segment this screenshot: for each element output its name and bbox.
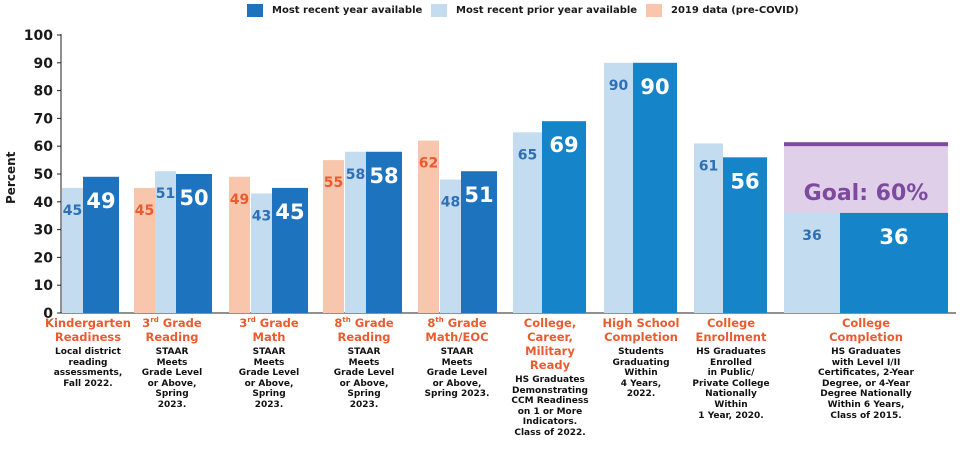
legend: Most recent year available Most recent p… bbox=[0, 0, 962, 20]
data-label-recent-4: 58 bbox=[369, 164, 398, 188]
data-label-recent-5: 51 bbox=[464, 183, 493, 207]
bar-prior-5 bbox=[440, 179, 461, 313]
category-title: Kindergarten Readiness bbox=[45, 316, 131, 344]
goal-label: Goal: 60% bbox=[804, 181, 929, 206]
bar-precovid-2 bbox=[134, 187, 155, 313]
legend-label-prior: Most recent prior year available bbox=[456, 4, 638, 16]
bar-recent-3 bbox=[272, 187, 308, 313]
data-label-recent-8: 56 bbox=[730, 169, 759, 193]
category-description: STAAR Meets Grade Level or Above, Spring 202… bbox=[424, 347, 490, 400]
bar-prior-6 bbox=[513, 132, 542, 313]
bar-recent-2 bbox=[176, 174, 212, 313]
category-description: HS Graduates with Level I/II Certificates,… bbox=[818, 347, 914, 421]
bar-prior-9 bbox=[784, 212, 840, 313]
data-label-precovid-5: 62 bbox=[419, 156, 438, 172]
category-7: High School Completion Students Graduating W… bbox=[591, 316, 691, 400]
legend-label-recent: Most recent year available bbox=[272, 4, 423, 16]
bar-recent-4 bbox=[366, 151, 402, 313]
category-title: 8th Grade Math/EOC bbox=[425, 316, 489, 344]
data-label-precovid-2: 45 bbox=[135, 203, 154, 219]
bar-prior-7 bbox=[604, 62, 633, 313]
legend-item-prior: Most recent prior year available bbox=[431, 3, 637, 17]
bar-precovid-3 bbox=[229, 176, 250, 313]
y-tick-label: 30 bbox=[34, 223, 54, 239]
category-9: College Completion HS Graduates with Level … bbox=[776, 316, 956, 421]
category-title: 8th Grade Reading bbox=[334, 316, 394, 344]
bar-precovid-5 bbox=[418, 140, 439, 313]
category-description: Students Graduating Within 4 Years, 2022. bbox=[612, 347, 670, 400]
data-label-prior-9: 36 bbox=[802, 228, 821, 244]
bar-prior-3 bbox=[251, 193, 272, 313]
legend-item-precovid: 2019 data (pre-COVID) bbox=[646, 3, 799, 17]
data-label-prior-5: 48 bbox=[441, 195, 460, 211]
bar-recent-9 bbox=[840, 212, 948, 313]
data-label-prior-6: 65 bbox=[518, 147, 537, 163]
bar-prior-2 bbox=[155, 171, 176, 313]
data-label-prior-8: 61 bbox=[699, 158, 718, 174]
bar-prior-8 bbox=[694, 143, 723, 313]
y-tick-label: 20 bbox=[34, 250, 54, 266]
bar-precovid-4 bbox=[323, 160, 344, 313]
category-title: College Completion bbox=[829, 316, 903, 344]
goal-line bbox=[784, 142, 948, 147]
category-description: STAAR Meets Grade Level or Above, Spring 2023… bbox=[333, 347, 395, 410]
data-label-prior-4: 58 bbox=[346, 167, 365, 183]
y-tick-label: 0 bbox=[43, 306, 53, 322]
legend-label-precovid: 2019 data (pre-COVID) bbox=[671, 4, 799, 16]
data-label-recent-2: 50 bbox=[179, 186, 208, 210]
y-tick-label: 60 bbox=[34, 139, 54, 155]
bar-recent-5 bbox=[461, 171, 497, 313]
category-6: College, Career, Military Ready HS Graduates… bbox=[500, 316, 600, 439]
legend-swatch-recent bbox=[247, 3, 263, 17]
data-label-recent-6: 69 bbox=[549, 133, 578, 157]
category-title: 3rd Grade Math bbox=[239, 316, 299, 344]
bar-prior-4 bbox=[345, 151, 366, 313]
category-8: College Enrollment HS Graduates Enrolled in … bbox=[681, 316, 781, 421]
category-description: Local district reading assessments, Fall 20… bbox=[53, 347, 123, 389]
y-tick-label: 10 bbox=[34, 278, 54, 294]
bar-recent-7 bbox=[633, 62, 677, 313]
category-5: 8th Grade Math/EOC STAAR Meets Grade Level or… bbox=[407, 316, 507, 400]
data-label-recent-3: 45 bbox=[275, 200, 304, 224]
data-label-precovid-3: 49 bbox=[230, 192, 249, 208]
category-title: College Enrollment bbox=[695, 316, 767, 344]
data-label-prior-1: 45 bbox=[63, 203, 82, 219]
category-1: Kindergarten Readiness Local district readi… bbox=[38, 316, 138, 389]
category-description: HS Graduates Demonstrating CCM Readiness on… bbox=[511, 375, 589, 438]
category-description: HS Graduates Enrolled in Public/Private Co… bbox=[692, 347, 770, 421]
data-label-recent-1: 49 bbox=[86, 189, 115, 213]
bar-prior-1 bbox=[62, 187, 83, 313]
data-label-prior-2: 51 bbox=[156, 186, 175, 202]
y-tick-label: 50 bbox=[34, 167, 54, 183]
data-label-prior-3: 43 bbox=[252, 208, 271, 224]
bar-recent-8 bbox=[723, 157, 767, 313]
category-title: College, Career, Military Ready bbox=[523, 316, 577, 372]
category-4: 8th Grade Reading STAAR Meets Grade Level or … bbox=[314, 316, 414, 411]
category-title: 3rd Grade Reading bbox=[142, 316, 202, 344]
data-label-recent-7: 90 bbox=[640, 75, 669, 99]
bar-recent-1 bbox=[83, 176, 119, 313]
y-tick-label: 70 bbox=[34, 111, 54, 127]
category-2: 3rd Grade Reading STAAR Meets Grade Level or … bbox=[122, 316, 222, 411]
data-label-recent-9: 36 bbox=[879, 225, 908, 249]
category-description: STAAR Meets Grade Level or Above, Spring 2023… bbox=[141, 347, 203, 410]
data-label-precovid-4: 55 bbox=[324, 175, 343, 191]
legend-swatch-prior bbox=[431, 3, 447, 17]
category-3: 3rd Grade Math STAAR Meets Grade Level or Abo… bbox=[219, 316, 319, 411]
y-tick-label: 40 bbox=[34, 195, 54, 211]
y-tick-label: 80 bbox=[34, 84, 54, 100]
y-tick-label: 90 bbox=[34, 56, 54, 72]
category-title: High School Completion bbox=[602, 316, 680, 344]
y-tick-label: 100 bbox=[24, 28, 53, 44]
data-label-prior-7: 90 bbox=[609, 78, 629, 94]
category-description: STAAR Meets Grade Level or Above, Spring 2023… bbox=[238, 347, 300, 410]
bar-recent-6 bbox=[542, 121, 586, 314]
legend-item-recent: Most recent year available bbox=[247, 3, 422, 17]
legend-swatch-precovid bbox=[646, 3, 662, 17]
